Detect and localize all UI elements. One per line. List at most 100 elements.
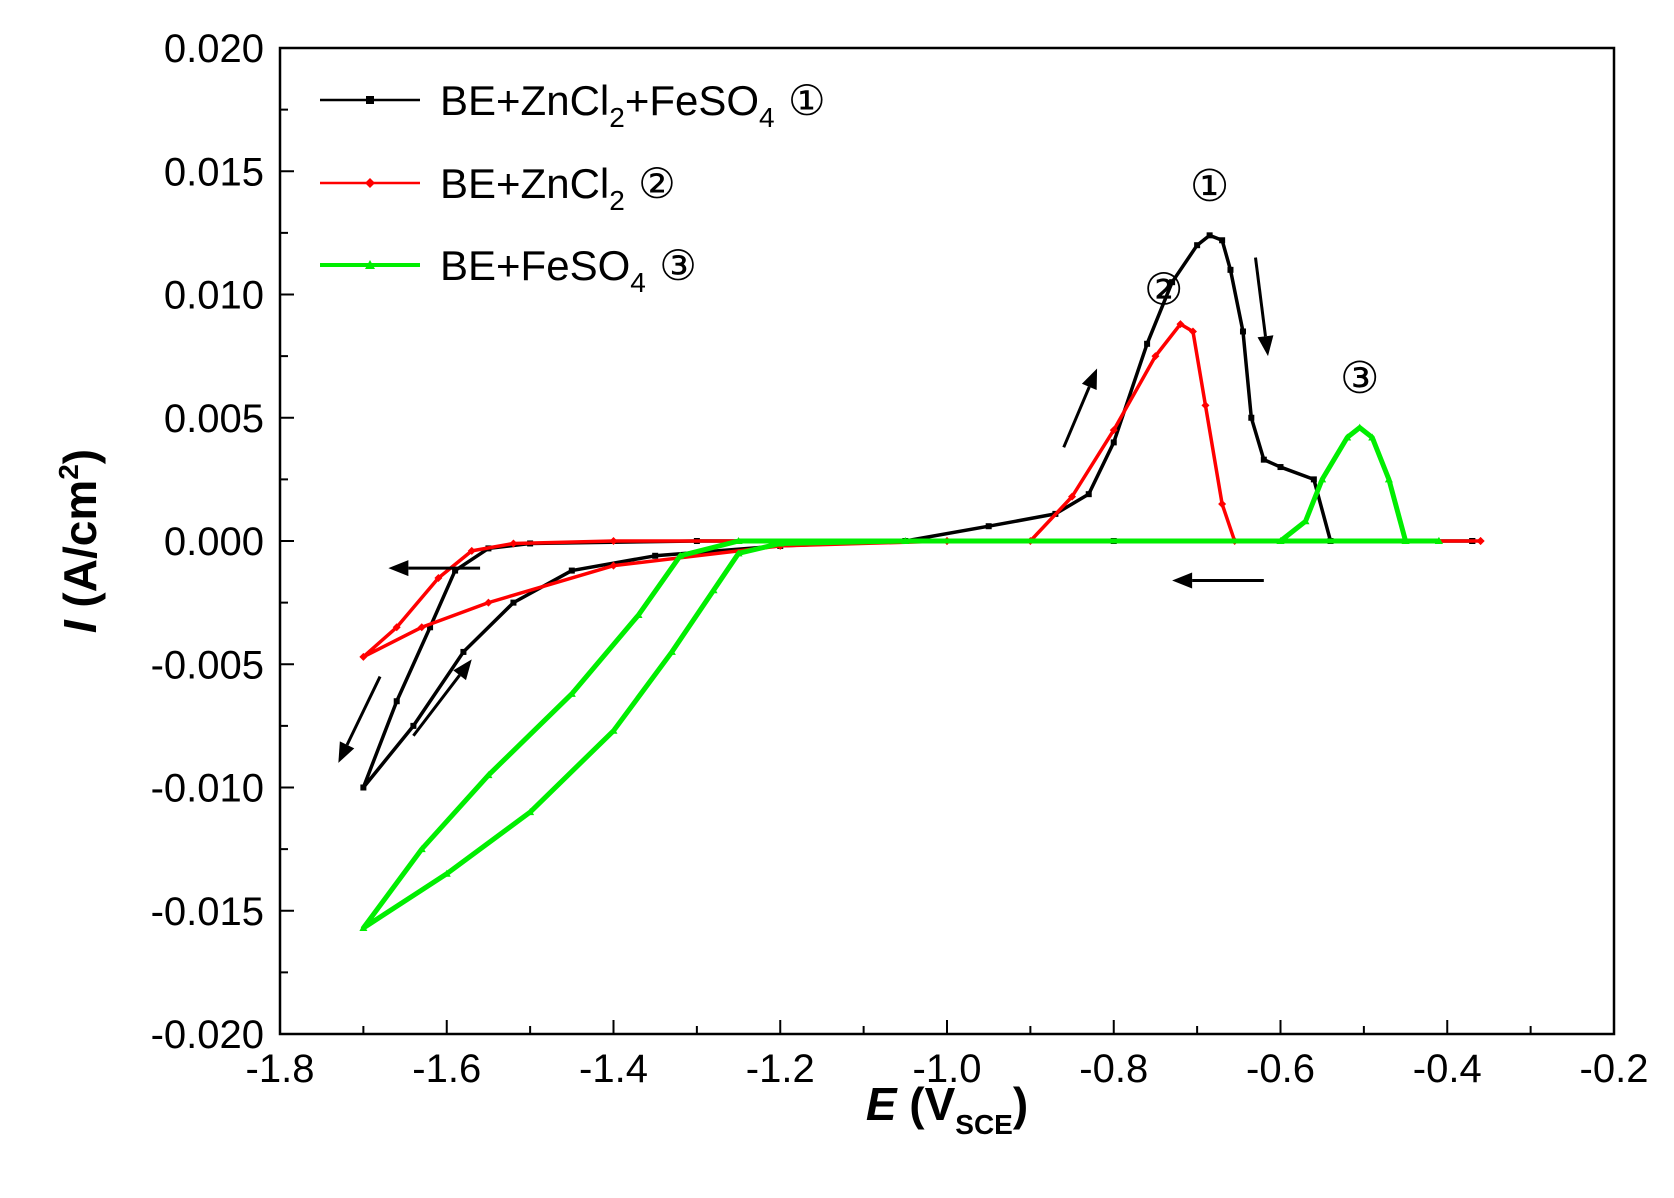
- legend-label-1: BE+ZnCl2+FeSO4 ①: [440, 76, 826, 133]
- series-layer: [359, 232, 1485, 932]
- data-point: [776, 539, 785, 547]
- data-point: [360, 784, 367, 791]
- data-point: [526, 808, 535, 816]
- data-point: [1343, 433, 1352, 441]
- data-point: [1176, 320, 1185, 329]
- data-point: [427, 624, 434, 631]
- data-point: [1109, 426, 1118, 435]
- direction-arrow: [1253, 257, 1274, 357]
- x-tick-label: -0.4: [1413, 1047, 1482, 1091]
- data-point: [901, 537, 910, 544]
- data-point: [442, 869, 451, 877]
- data-point: [1206, 232, 1213, 239]
- data-point: [417, 623, 426, 632]
- data-point: [1110, 439, 1117, 446]
- data-point: [1239, 328, 1246, 335]
- legend-item-3: BE+FeSO4 ③: [320, 241, 697, 298]
- data-point: [1218, 500, 1227, 509]
- legend-item-1: BE+ZnCl2+FeSO4 ①: [320, 76, 826, 133]
- data-point: [452, 567, 459, 574]
- data-point: [392, 623, 401, 632]
- data-point: [1401, 537, 1410, 544]
- arrow-head: [453, 659, 472, 681]
- data-point: [1260, 456, 1267, 463]
- data-point: [417, 845, 426, 853]
- data-point: [1368, 433, 1377, 441]
- y-tick-label: 0.000: [164, 520, 264, 564]
- data-point: [1384, 475, 1393, 483]
- legend-item-2: BE+ZnCl2 ②: [320, 159, 676, 216]
- data-point: [410, 722, 417, 729]
- data-point: [1248, 414, 1255, 421]
- series-line-2: [361, 322, 1481, 659]
- data-point: [1227, 266, 1234, 273]
- x-tick-label: -1.2: [746, 1047, 815, 1091]
- axis-tick-labels: -1.8 -1.6 -1.4 -1.2 -1.0 -0.8 -0.6 -0.4 -0.2 -0.0…: [151, 27, 1649, 1091]
- y-tick-label: 0.010: [164, 274, 264, 318]
- data-point: [1355, 423, 1364, 431]
- y-tick-label: 0.020: [164, 27, 264, 71]
- data-point: [734, 537, 743, 544]
- arrow-head: [388, 560, 409, 577]
- data-point: [734, 549, 743, 557]
- arrow-shaft: [1062, 386, 1091, 448]
- y-tick-label: -0.005: [151, 643, 264, 687]
- axis-ticks: [279, 47, 1615, 1035]
- direction-arrow: [388, 560, 481, 577]
- data-point: [1276, 537, 1285, 544]
- series-line-1: [361, 233, 1473, 790]
- data-point: [1476, 537, 1485, 545]
- data-point: [1301, 517, 1310, 525]
- y-tick-label: -0.010: [151, 767, 264, 811]
- x-tick-label: -1.6: [412, 1047, 481, 1091]
- arrow-head: [338, 741, 355, 763]
- x-tick-label: -1.0: [913, 1047, 982, 1091]
- data-point: [634, 610, 643, 618]
- data-point: [484, 598, 493, 607]
- data-point: [1151, 352, 1160, 361]
- data-point: [434, 573, 443, 582]
- data-point: [568, 567, 575, 574]
- direction-arrow: [1062, 368, 1098, 448]
- arrow-head: [1172, 572, 1193, 589]
- legend-label-3: BE+FeSO4 ③: [440, 241, 697, 298]
- data-point: [667, 647, 676, 655]
- data-point: [1068, 492, 1077, 501]
- arrow-head: [1257, 335, 1274, 357]
- arrow-head: [1081, 368, 1098, 390]
- arrow-shaft: [345, 675, 382, 746]
- data-point: [509, 539, 518, 548]
- data-point: [1085, 491, 1092, 498]
- legend-marker-3: [365, 260, 375, 269]
- data-point: [393, 698, 400, 705]
- data-point: [484, 771, 493, 779]
- data-point: [1169, 279, 1176, 286]
- data-point: [1188, 327, 1197, 336]
- data-point: [1318, 475, 1327, 483]
- y-tick-label: 0.015: [164, 150, 264, 194]
- direction-arrow: [338, 675, 382, 763]
- y-tick-label: -0.015: [151, 890, 264, 934]
- data-point: [1310, 476, 1317, 483]
- x-tick-label: -1.8: [246, 1047, 315, 1091]
- data-point: [609, 537, 618, 545]
- x-axis-title: E (VSCE): [866, 1078, 1028, 1140]
- data-point: [609, 561, 618, 570]
- x-tick-label: -1.4: [579, 1047, 648, 1091]
- data-point: [676, 551, 685, 559]
- data-point: [1144, 340, 1151, 347]
- data-point: [567, 689, 576, 697]
- peak-label-layer: ① ② ③: [1144, 161, 1379, 404]
- x-tick-label: -0.6: [1246, 1047, 1315, 1091]
- data-point: [1219, 237, 1226, 244]
- x-tick-label: -0.8: [1079, 1047, 1148, 1091]
- peak-label: ②: [1144, 264, 1183, 315]
- x-tick-label: -0.2: [1580, 1047, 1649, 1091]
- data-point: [359, 924, 368, 932]
- direction-arrow: [412, 659, 472, 737]
- arrow-shaft: [412, 674, 461, 737]
- peak-label: ③: [1340, 353, 1379, 404]
- data-point: [709, 586, 718, 594]
- direction-arrow: [1172, 572, 1264, 589]
